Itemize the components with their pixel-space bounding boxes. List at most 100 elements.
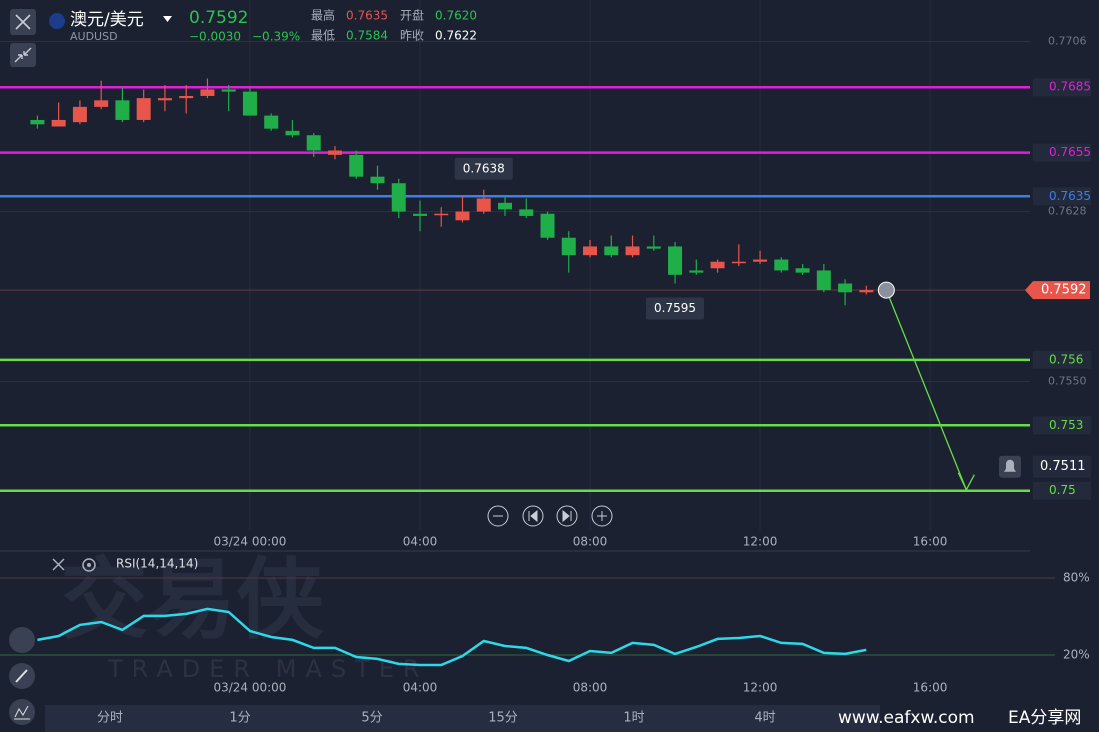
x-tick-label: 12:00 (743, 535, 778, 549)
watermark-logo: 交易侠 (60, 548, 325, 651)
rsi-line (37, 607, 867, 667)
candle-body (391, 183, 406, 212)
icon (14, 705, 30, 720)
header: 澳元/美元 AUDUSD 0.7592 −0.0030 −0.39% 最高 0.… (10, 8, 477, 67)
stat-value: 0.7584 (346, 29, 388, 43)
level-label: 0.756 (1049, 352, 1083, 366)
site-watermark: EA分享网 (1008, 708, 1081, 728)
x-tick-label: 08:00 (573, 681, 608, 695)
candle-body (179, 95, 194, 99)
indicator-title: RSI(14,14,14) (116, 557, 198, 571)
timeframe-option[interactable]: 1分 (229, 711, 250, 726)
candle-body (200, 89, 215, 96)
annotation-high: 0.7638 (463, 161, 505, 175)
candle-body (30, 119, 45, 125)
x-tick-label: 08:00 (573, 535, 608, 549)
x-tick-label: 16:00 (913, 535, 948, 549)
alert-icon (1004, 459, 1016, 472)
y-tick-label: 20% (1063, 647, 1090, 661)
candle-body (136, 98, 151, 120)
x-tick-label: 03/24 00:00 (213, 535, 286, 549)
x-tick-label: 03/24 00:00 (213, 681, 286, 695)
change-pct: −0.39% (252, 30, 300, 44)
go-end[interactable] (556, 505, 578, 527)
candle-body (625, 246, 640, 256)
dropdown-icon[interactable] (163, 16, 172, 22)
candle-body (731, 261, 746, 264)
collapse-icon (14, 47, 32, 63)
rsi-header: RSI(14,14,14) (52, 557, 198, 572)
x-tick-label: 12:00 (743, 681, 778, 695)
candle-body (221, 89, 236, 92)
candle-body (604, 246, 619, 256)
pair-name[interactable]: 澳元/美元 (70, 10, 144, 30)
indicator-settings[interactable] (82, 558, 96, 572)
level-label-box (1033, 143, 1091, 162)
info-marker (877, 281, 895, 299)
timeframe-option[interactable]: 15分 (488, 711, 518, 726)
level-label: 0.7685 (1049, 80, 1091, 94)
stat-value: 0.7620 (435, 9, 477, 23)
candle-body (838, 283, 853, 293)
trend-arrow (885, 289, 967, 490)
candle-body (540, 213, 555, 238)
x-tick-label: 04:00 (403, 535, 438, 549)
candle-body (157, 98, 172, 101)
close-indicator[interactable] (52, 558, 65, 571)
candle-body (859, 290, 874, 293)
candle-body (72, 106, 87, 123)
stat-label: 昨收 (400, 29, 424, 43)
candle-body (94, 100, 109, 107)
timeframe-option[interactable]: 1时 (623, 711, 644, 726)
y-tick-label: 0.7706 (1048, 34, 1087, 47)
site-watermark: www.eafxw.com (838, 708, 975, 728)
zoom-controls (487, 505, 613, 527)
zoom-out[interactable] (487, 505, 509, 527)
go-start[interactable] (522, 505, 544, 527)
level-label-box (1033, 78, 1091, 97)
trend-arrowhead (957, 472, 975, 492)
candle-body (434, 213, 449, 216)
candle-body (285, 130, 300, 136)
candle-body (498, 202, 513, 210)
level-label: 0.7655 (1049, 145, 1091, 159)
candle-body (753, 259, 768, 262)
annotation-low: 0.7595 (654, 301, 696, 315)
candle-body (816, 270, 831, 291)
timeframe-option[interactable]: 5分 (361, 711, 382, 726)
stat-value: 0.7622 (435, 29, 477, 43)
candle-body (327, 150, 342, 155)
level-label: 0.753 (1049, 418, 1083, 432)
zoom-in[interactable] (591, 505, 613, 527)
y-tick-label: 0.7628 (1048, 205, 1087, 218)
candle-body (242, 91, 257, 116)
candle-body (349, 154, 364, 177)
candle-body (689, 270, 704, 273)
timeframe-option[interactable]: 4时 (754, 711, 775, 726)
candle-body (476, 198, 491, 212)
timeframe-bar (45, 705, 880, 732)
level-label-box (1033, 416, 1091, 435)
icon (15, 669, 28, 683)
current-price-box (1025, 281, 1090, 300)
icon (597, 511, 607, 521)
x-tick-label: 04:00 (403, 681, 438, 695)
tool-button[interactable] (9, 627, 35, 653)
level-label-box (1033, 187, 1091, 206)
annotation-box (454, 157, 513, 180)
y-tick-label: 80% (1063, 570, 1090, 584)
flag-icon (49, 13, 65, 29)
candle-body (412, 213, 427, 216)
timeframe-option[interactable]: 分时 (97, 711, 123, 726)
stat-label: 最低 (311, 29, 335, 43)
candle-body (370, 176, 385, 184)
tool-button[interactable] (9, 699, 35, 725)
candle-body (561, 237, 576, 256)
candle-body (774, 259, 789, 271)
collapse-button[interactable] (10, 43, 36, 67)
change: −0.0030 (189, 30, 241, 44)
candle-body (795, 268, 810, 273)
